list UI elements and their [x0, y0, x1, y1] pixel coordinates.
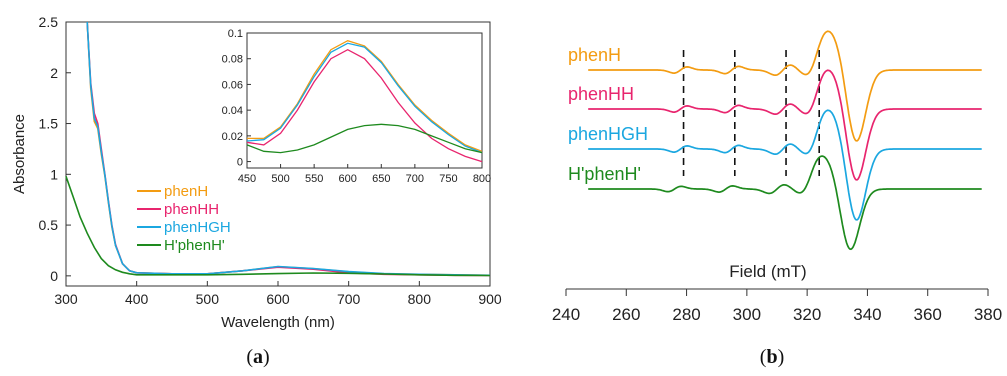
inset-xtick-label: 650 [372, 173, 390, 185]
inset-ytick-label: 0.06 [222, 79, 243, 91]
panel-b-series-phenhgh [588, 109, 982, 221]
panel-a-xtick-label: 500 [196, 291, 220, 307]
inset-ytick-label: 0.08 [222, 54, 243, 66]
panel-a-xtick-label: 700 [337, 291, 361, 307]
inset-xtick-label: 450 [238, 173, 256, 185]
panel-b-xtick-label: 240 [552, 305, 580, 324]
panel-b-series-h-phenh [588, 155, 982, 251]
panel-b-xtick-label: 320 [793, 305, 821, 324]
panel-a-ytick-label: 0.5 [39, 217, 59, 233]
panel-b-caption: (b) [760, 346, 784, 368]
panel-b-xlabel: Field (mT) [729, 262, 806, 281]
panel-a-chart: 300 400 500 600 700 800 900 0 0.5 1 1.5 2 2.5 Wavel… [11, 14, 502, 331]
panel-a-xtick-label: 900 [478, 291, 502, 307]
inset-series-phenhgh [246, 42, 483, 154]
inset-xtick-label: 800 [473, 173, 491, 185]
inset-xtick-label: 750 [439, 173, 457, 185]
inset-ytick-label: 0 [237, 157, 243, 169]
panel-b-legend-label: phenH [568, 45, 621, 65]
panel-a-xtick-label: 300 [54, 291, 78, 307]
panel-b-caption-letter: b [766, 346, 777, 368]
panel-a-xtick-label: 600 [266, 291, 290, 307]
panel-a-caption-letter: a [253, 346, 263, 368]
panel-a-ytick-label: 2.5 [39, 14, 59, 30]
panel-b-xtick-label: 260 [612, 305, 640, 324]
inset-ytick-label: 0.1 [228, 28, 243, 40]
inset-series-phenhh [246, 48, 483, 163]
panel-b-legend-label: phenHGH [568, 124, 648, 144]
inset-ytick-label: 0.02 [222, 131, 243, 143]
panel-a-legend-label: phenHH [164, 201, 219, 218]
panel-b-series-phenh [588, 30, 982, 142]
inset-xtick-label: 700 [406, 173, 424, 185]
panel-a-xlabel: Wavelength (nm) [221, 314, 335, 331]
panel-a-ylabel: Absorbance [11, 114, 28, 194]
panel-a-xtick-label: 800 [408, 291, 432, 307]
panel-b-chart: 240 260 280 300 320 340 360 380 phenHphenHHphen… [552, 30, 1002, 324]
inset-series-phenh [247, 39, 483, 152]
panel-a-legend-label: phenHGH [164, 219, 231, 236]
panel-a-ytick-label: 0 [50, 268, 58, 284]
panel-a-xtick-label: 400 [125, 291, 149, 307]
panel-a-series-h-phenh [65, 176, 491, 277]
panel-b-xtick-label: 300 [733, 305, 761, 324]
panel-b-legend-label: H'phenH' [568, 164, 641, 184]
panel-a-legend-label: H'phenH' [164, 237, 225, 254]
panel-b-xtick-label: 380 [974, 305, 1002, 324]
panel-a-caption: (a) [246, 346, 269, 368]
inset-xtick-label: 550 [305, 173, 323, 185]
inset-xtick-label: 600 [339, 173, 357, 185]
inset-ytick-label: 0.04 [222, 105, 243, 117]
panel-b-xtick-label: 360 [914, 305, 942, 324]
panel-b-legend: phenH phenHH phenHGH H'phenH' [568, 45, 648, 184]
panel-a-ytick-label: 2 [50, 65, 58, 81]
panel-b-xtick-label: 340 [853, 305, 881, 324]
inset-series-h-phenh [246, 123, 483, 154]
panel-b-xtick-label: 280 [672, 305, 700, 324]
panel-a-legend-label: phenH [164, 183, 208, 200]
panel-a-series-phenhgh [86, 21, 491, 277]
panel-a-ytick-label: 1.5 [39, 116, 59, 132]
panel-b-series-phenhh [588, 69, 982, 181]
panel-a-ytick-label: 1 [50, 166, 58, 182]
panel-b-legend-label: phenHH [568, 84, 634, 104]
panel-a-inset: 450 500 550 600 650 700 750 800 0 0.02 0.04 0.06 0.… [222, 28, 492, 185]
inset-xtick-label: 500 [271, 173, 289, 185]
